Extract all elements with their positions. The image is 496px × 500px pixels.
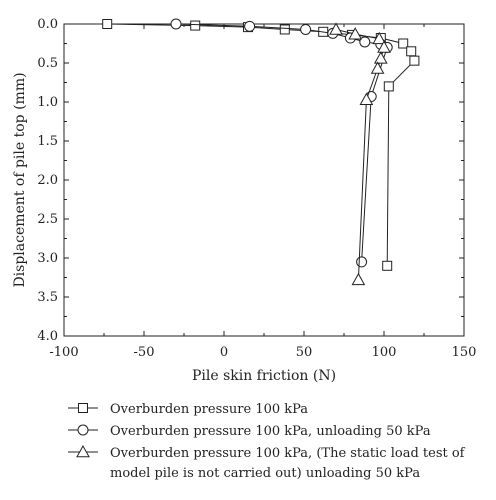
y-axis-title: Displacement of pile top (mm)	[12, 72, 28, 287]
x-tick-label: 100	[372, 345, 397, 360]
x-tick-label: 0	[220, 345, 228, 360]
y-tick-label: 2.5	[37, 212, 58, 227]
legend-item: Overburden pressure 100 kPa, (The static…	[68, 444, 466, 481]
data-point-square	[382, 260, 393, 271]
y-axis-ticks: 0.0 0.5 1.0 1.5 2.0 2.5 3.0 3.5 4.0	[37, 17, 464, 344]
legend-marker-square	[78, 403, 88, 413]
series-square	[102, 19, 420, 271]
y-tick-label: 4.0	[37, 329, 58, 344]
legend: Overburden pressure 100 kPa Overburden pr…	[68, 402, 466, 481]
x-tick-label: -100	[49, 345, 78, 360]
x-tick-label: 50	[296, 345, 313, 360]
data-point-circle	[300, 23, 312, 35]
legend-label: Overburden pressure 100 kPa, (The static…	[110, 446, 466, 461]
y-tick-label: 1.0	[37, 95, 58, 110]
data-point-square	[190, 20, 201, 31]
data-point-circle	[170, 18, 182, 30]
data-point-triangle	[377, 40, 391, 53]
y-tick-label: 2.0	[37, 173, 58, 188]
data-point-square	[279, 24, 290, 35]
series-line	[175, 23, 388, 262]
y-tick-label: 0.5	[37, 56, 58, 71]
series-layer	[102, 18, 420, 286]
data-point-square	[102, 19, 113, 29]
x-tick-label: -50	[134, 345, 155, 360]
legend-marker-triangle	[76, 444, 90, 458]
y-tick-label: 3.0	[37, 251, 58, 266]
data-point-circle	[244, 20, 256, 32]
legend-label: model pile is not carried out) unloading…	[110, 466, 420, 481]
legend-label: Overburden pressure 100 kPa, unloading 5…	[110, 424, 431, 439]
series-circle	[170, 18, 393, 268]
y-tick-label: 1.5	[37, 134, 58, 149]
y-tick-label: 3.5	[37, 290, 58, 305]
data-point-square	[398, 38, 409, 49]
data-point-triangle	[372, 31, 387, 45]
legend-marker-circle	[77, 424, 89, 436]
y-tick-label: 0.0	[37, 17, 58, 32]
data-point-square	[409, 55, 420, 66]
series-triangle	[329, 22, 391, 286]
x-tick-label: 150	[452, 345, 477, 360]
data-point-circle	[359, 36, 371, 48]
x-axis-ticks: -100 -50 0 50 100 150	[49, 24, 476, 360]
data-point-triangle	[351, 272, 366, 286]
data-point-triangle	[373, 51, 388, 64]
data-point-triangle	[370, 61, 385, 74]
data-point-triangle	[329, 22, 343, 35]
data-point-triangle	[348, 27, 363, 40]
x-axis-title: Pile skin friction (N)	[192, 368, 336, 384]
legend-item: Overburden pressure 100 kPa, unloading 5…	[68, 424, 431, 439]
data-point-circle	[356, 256, 368, 268]
data-point-square	[406, 46, 417, 57]
data-point-triangle	[359, 92, 374, 105]
legend-label: Overburden pressure 100 kPa	[110, 402, 308, 417]
legend-item: Overburden pressure 100 kPa	[68, 402, 308, 417]
data-point-square	[383, 81, 394, 92]
